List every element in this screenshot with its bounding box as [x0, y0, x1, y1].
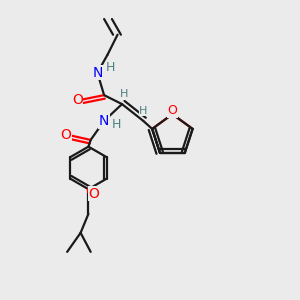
Text: H: H [139, 106, 148, 116]
Text: O: O [167, 104, 177, 117]
Text: H: H [120, 89, 128, 99]
Text: H: H [106, 61, 116, 74]
Text: N: N [99, 114, 109, 128]
Text: H: H [112, 118, 121, 131]
Text: O: O [88, 187, 100, 201]
Text: N: N [92, 66, 103, 80]
Text: O: O [72, 93, 83, 106]
Text: O: O [61, 128, 71, 142]
